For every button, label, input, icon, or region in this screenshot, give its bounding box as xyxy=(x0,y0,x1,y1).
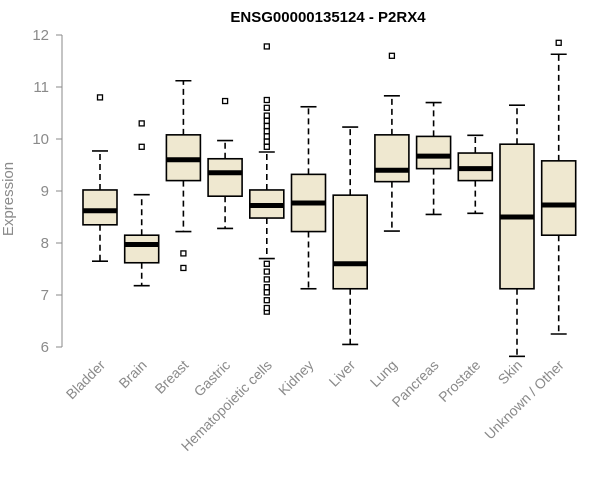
outlier-point xyxy=(263,304,270,312)
x-tick-label: Liver xyxy=(326,357,359,390)
x-tick-label: Lung xyxy=(367,357,400,390)
x-tick-label: Prostate xyxy=(435,357,483,405)
box-iqr xyxy=(540,160,577,236)
outlier-point xyxy=(263,138,270,145)
x-tick-label: Breast xyxy=(152,357,192,397)
box-iqr xyxy=(207,157,243,197)
y-tick-label: 9 xyxy=(41,183,49,200)
y-tick-label: 7 xyxy=(41,287,49,304)
box-unknown-other xyxy=(540,39,577,335)
box-hematopoietic-cells xyxy=(249,43,285,315)
outlier-point xyxy=(221,97,229,105)
box-skin xyxy=(499,104,535,358)
x-tick-label: Kidney xyxy=(275,357,317,399)
outlier-point xyxy=(263,117,270,124)
x-tick-label: Unknown / Other xyxy=(481,357,567,443)
x-tick-label: Brain xyxy=(115,357,149,391)
box-iqr xyxy=(415,135,452,170)
outlier-point xyxy=(555,39,562,46)
outlier-point xyxy=(263,96,270,104)
y-tick-label: 10 xyxy=(32,131,49,148)
y-axis-label: Expression xyxy=(0,162,17,236)
outlier-point xyxy=(180,250,187,257)
box-iqr xyxy=(82,189,118,226)
x-tick-label: Bladder xyxy=(63,357,109,403)
box-lung xyxy=(374,52,410,232)
x-tick-label: Skin xyxy=(495,357,526,388)
outlier-point xyxy=(263,289,270,296)
y-axis: 6 7 8 9 10 11 12 xyxy=(32,27,63,356)
box-prostate xyxy=(457,134,494,215)
box-brain xyxy=(123,120,160,287)
box-liver xyxy=(332,126,369,346)
y-tick-label: 12 xyxy=(32,27,49,44)
outlier-point xyxy=(388,52,396,59)
outlier-point xyxy=(138,143,145,150)
outlier-point xyxy=(263,297,270,304)
outlier-point xyxy=(263,104,270,111)
outlier-point xyxy=(263,268,270,275)
y-tick-label: 8 xyxy=(41,235,49,252)
chart-title: ENSG00000135124 - P2RX4 xyxy=(230,9,426,26)
outlier-point xyxy=(263,143,270,150)
box-bladder xyxy=(82,94,118,263)
outlier-point xyxy=(263,128,270,135)
outlier-point xyxy=(263,122,270,130)
outlier-point xyxy=(263,276,270,283)
outlier-point xyxy=(263,260,270,267)
box-kidney xyxy=(290,105,327,290)
y-tick-label: 11 xyxy=(33,79,49,96)
outlier-point xyxy=(263,133,270,140)
outlier-point xyxy=(263,112,270,119)
outlier-point xyxy=(263,43,270,50)
y-tick-label: 6 xyxy=(41,339,49,356)
box-plots xyxy=(82,39,577,358)
outlier-point xyxy=(180,264,187,272)
box-breast xyxy=(165,79,202,272)
outlier-point xyxy=(263,284,270,291)
outlier-point xyxy=(96,94,104,101)
box-pancreas xyxy=(415,101,452,216)
box-iqr xyxy=(332,194,369,290)
box-iqr xyxy=(123,234,160,264)
box-iqr xyxy=(374,134,410,183)
box-gastric xyxy=(207,97,243,230)
outlier-point xyxy=(138,120,145,127)
